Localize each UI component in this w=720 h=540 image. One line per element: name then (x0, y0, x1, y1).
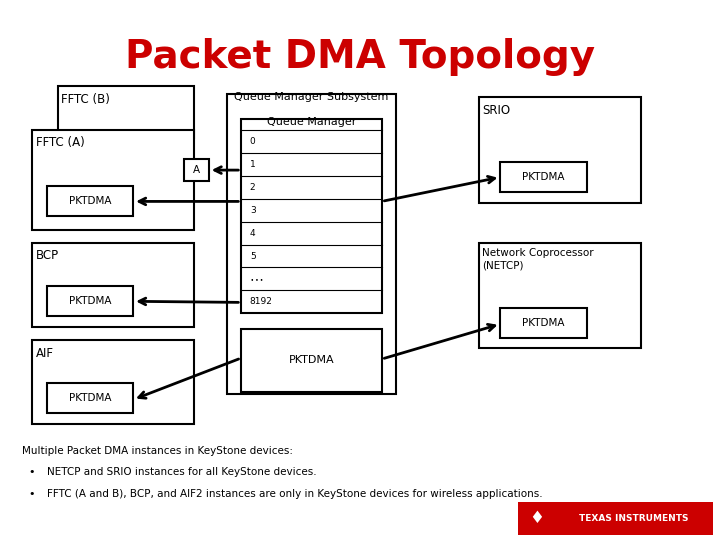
Text: 2: 2 (250, 183, 256, 192)
Text: PKTDMA: PKTDMA (522, 172, 565, 182)
Text: 8192: 8192 (250, 297, 273, 306)
Text: SRIO: SRIO (482, 104, 510, 117)
FancyBboxPatch shape (479, 243, 641, 348)
FancyBboxPatch shape (32, 243, 194, 327)
Text: FFTC (A): FFTC (A) (36, 136, 85, 149)
FancyBboxPatch shape (58, 86, 194, 138)
FancyBboxPatch shape (227, 94, 396, 394)
Text: 3: 3 (250, 206, 256, 215)
FancyBboxPatch shape (47, 186, 133, 216)
Text: Packet DMA Topology: Packet DMA Topology (125, 38, 595, 76)
Text: 0: 0 (250, 137, 256, 146)
FancyBboxPatch shape (32, 340, 194, 424)
Text: Multiple Packet DMA instances in KeyStone devices:: Multiple Packet DMA instances in KeySton… (22, 446, 292, 456)
FancyBboxPatch shape (47, 383, 133, 413)
Text: •: • (29, 467, 35, 477)
Text: Queue Manager: Queue Manager (266, 117, 356, 127)
Text: AIF: AIF (36, 347, 54, 360)
FancyBboxPatch shape (32, 130, 194, 230)
FancyBboxPatch shape (500, 162, 587, 192)
FancyBboxPatch shape (184, 159, 209, 181)
Text: PKTDMA: PKTDMA (68, 196, 112, 206)
Text: 1: 1 (250, 160, 256, 169)
FancyBboxPatch shape (241, 329, 382, 392)
FancyBboxPatch shape (241, 119, 382, 313)
FancyBboxPatch shape (479, 97, 641, 202)
Text: ♦: ♦ (529, 509, 544, 528)
Text: BCP: BCP (36, 249, 59, 262)
Text: PKTDMA: PKTDMA (289, 355, 334, 366)
Text: PKTDMA: PKTDMA (68, 393, 112, 403)
FancyBboxPatch shape (500, 308, 587, 338)
Text: FFTC (B): FFTC (B) (61, 93, 110, 106)
Text: Queue Manager Subsystem: Queue Manager Subsystem (234, 92, 389, 102)
FancyBboxPatch shape (47, 286, 133, 316)
FancyBboxPatch shape (518, 502, 713, 535)
Text: •: • (29, 489, 35, 499)
Text: NETCP and SRIO instances for all KeyStone devices.: NETCP and SRIO instances for all KeySton… (47, 467, 316, 477)
Text: A: A (193, 165, 199, 175)
Text: 5: 5 (250, 252, 256, 260)
Text: PKTDMA: PKTDMA (522, 318, 565, 328)
Text: ⋯: ⋯ (250, 272, 264, 286)
Text: 4: 4 (250, 228, 256, 238)
Text: PKTDMA: PKTDMA (68, 296, 112, 306)
Text: FFTC (A and B), BCP, and AIF2 instances are only in KeyStone devices for wireles: FFTC (A and B), BCP, and AIF2 instances … (47, 489, 542, 499)
Text: TEXAS INSTRUMENTS: TEXAS INSTRUMENTS (579, 514, 688, 523)
Text: Network Coprocessor
(NETCP): Network Coprocessor (NETCP) (482, 248, 594, 270)
